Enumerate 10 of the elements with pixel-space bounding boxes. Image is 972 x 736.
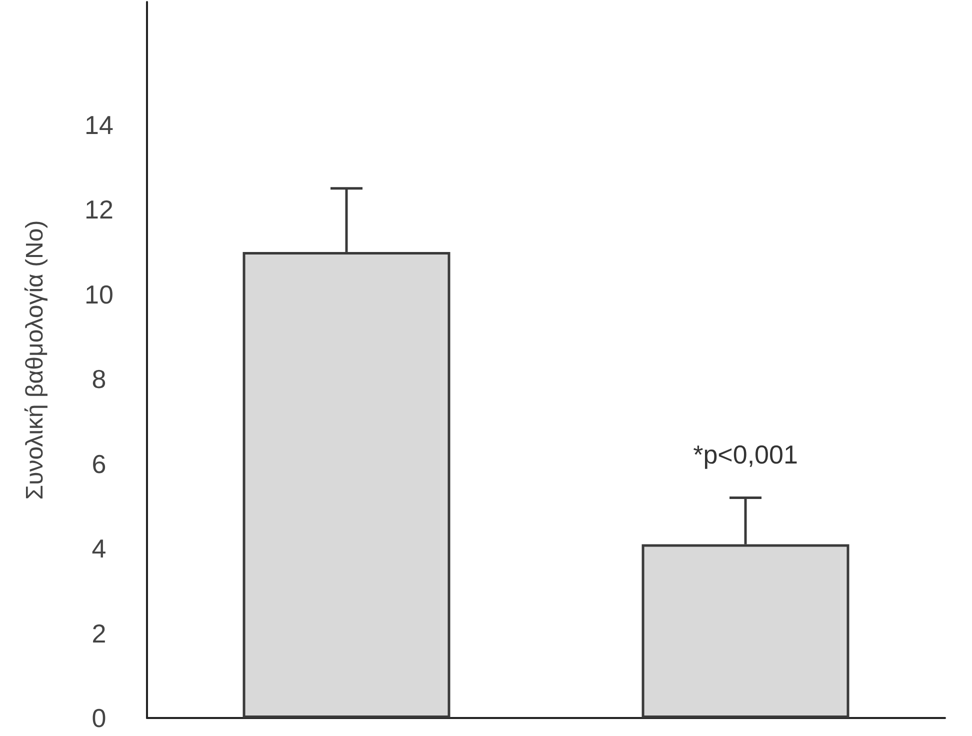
y-tick-label: 8: [92, 364, 106, 394]
y-tick-label: 0: [92, 703, 106, 733]
annotation: *p<0,001: [693, 440, 798, 470]
y-tick-label: 10: [84, 279, 114, 310]
y-tick-label: 2: [92, 618, 106, 648]
y-tick-label: 6: [92, 448, 106, 479]
y-tick-label: 12: [84, 194, 114, 225]
y-tick-label: 4: [92, 534, 106, 564]
y-tick-label: 14: [84, 110, 114, 140]
y-axis-title: Συνολική βαθμολογία (Nο): [22, 220, 48, 500]
